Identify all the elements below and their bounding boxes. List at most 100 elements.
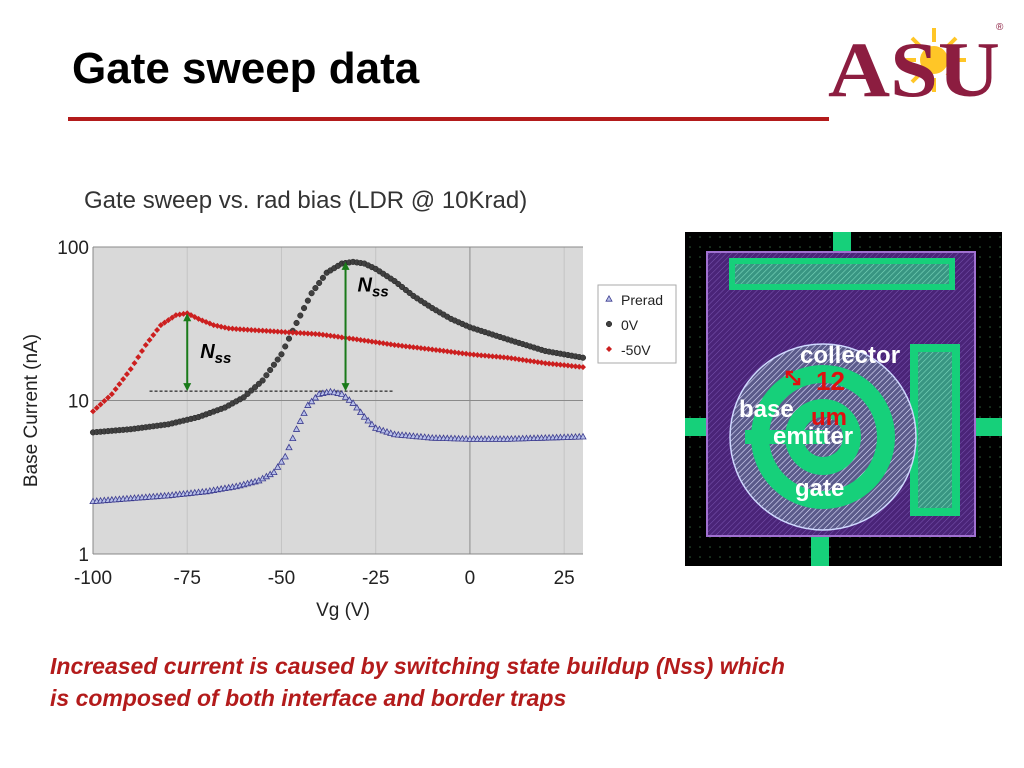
- data-point: [304, 330, 311, 337]
- data-point: [433, 346, 439, 353]
- data-point: [296, 417, 304, 424]
- data-point: [485, 353, 492, 360]
- data-point: [97, 401, 104, 408]
- data-point: [395, 342, 402, 349]
- device-layout-figure: 12 um collector base emitter gate: [685, 232, 1002, 566]
- dimension-arrow-icon: [785, 370, 801, 386]
- data-point: [311, 393, 320, 401]
- data-point: [244, 326, 251, 333]
- data-point: [399, 342, 406, 349]
- data-point: [180, 310, 187, 317]
- data-point: [225, 325, 232, 332]
- data-point: [440, 347, 447, 354]
- data-point: [263, 372, 270, 379]
- data-point: [429, 346, 436, 353]
- data-point: [380, 340, 387, 347]
- data-point: [534, 359, 541, 366]
- data-point: [357, 336, 364, 343]
- slide-title: Gate sweep data: [72, 44, 420, 93]
- data-point: [255, 380, 262, 387]
- data-point: [319, 274, 326, 281]
- data-point: [410, 344, 417, 351]
- logo-sunburst-icon: [902, 28, 966, 92]
- data-point: [470, 351, 477, 358]
- data-point: [301, 305, 308, 312]
- data-point: [489, 353, 496, 360]
- data-point: [282, 329, 289, 336]
- legend-marker: [605, 294, 613, 302]
- nss-label-subscript: ss: [372, 284, 389, 301]
- data-point: [282, 343, 289, 350]
- data-point: [90, 408, 96, 415]
- chip-label-collector: collector: [800, 342, 900, 369]
- chip-label-gate: gate: [795, 475, 844, 502]
- slide-caption: Increased current is caused by switching…: [50, 650, 980, 714]
- data-point: [364, 416, 372, 424]
- data-point: [172, 312, 179, 319]
- data-point: [579, 354, 587, 361]
- data-point: [542, 360, 549, 367]
- data-point: [319, 331, 326, 338]
- data-point: [375, 425, 384, 433]
- nss-label-main: N: [200, 341, 215, 363]
- data-point: [274, 356, 281, 363]
- data-point: [338, 390, 346, 397]
- data-point: [229, 325, 236, 332]
- data-point: [240, 326, 247, 333]
- data-point: [330, 388, 338, 396]
- nss-label-subscript: ss: [215, 350, 232, 367]
- data-point: [123, 371, 130, 378]
- data-point: [466, 351, 473, 358]
- data-point: [451, 349, 458, 356]
- chip-label-dimension-value: 12: [816, 366, 845, 396]
- data-point: [308, 290, 315, 297]
- data-point: [527, 358, 534, 365]
- data-point: [285, 443, 293, 451]
- data-point: [286, 329, 292, 336]
- chart-container: Gate sweep vs. rad bias (LDR @ 10Krad) -1…: [0, 160, 700, 630]
- data-point: [387, 429, 395, 436]
- data-point: [353, 403, 361, 411]
- data-point: [316, 279, 323, 287]
- data-point: [285, 335, 293, 342]
- y-tick-label: 10: [68, 392, 89, 413]
- series-prerad: [89, 387, 587, 505]
- data-point: [350, 335, 357, 342]
- gate-sweep-chart: Gate sweep vs. rad bias (LDR @ 10Krad) -1…: [21, 187, 677, 621]
- data-point: [417, 345, 424, 352]
- data-point: [572, 363, 579, 370]
- data-point: [157, 322, 164, 329]
- legend-label: -50V: [621, 342, 651, 358]
- data-point: [326, 387, 335, 395]
- data-point: [349, 399, 357, 406]
- data-point: [142, 341, 149, 348]
- data-point: [387, 341, 394, 348]
- data-point: [334, 389, 342, 396]
- data-point: [391, 341, 398, 348]
- data-point: [150, 332, 157, 339]
- data-point: [263, 327, 270, 334]
- data-point: [531, 358, 537, 365]
- data-point: [237, 326, 243, 333]
- data-point: [188, 312, 194, 319]
- data-point: [278, 351, 285, 358]
- nss-arrow-head-up: [341, 261, 350, 270]
- data-point: [444, 348, 451, 355]
- data-point: [292, 425, 301, 432]
- data-point: [169, 314, 176, 321]
- data-point: [304, 297, 311, 304]
- data-point: [463, 350, 470, 357]
- data-point: [139, 348, 145, 355]
- data-point: [281, 452, 289, 460]
- chip-label-dimension-unit: um: [811, 404, 847, 431]
- data-point: [523, 357, 530, 364]
- data-point: [307, 397, 316, 405]
- data-point: [425, 346, 432, 353]
- data-point: [252, 327, 259, 334]
- data-point: [576, 363, 583, 370]
- data-point: [161, 319, 168, 326]
- data-point: [368, 420, 376, 428]
- data-point: [519, 356, 526, 363]
- asu-logo: ASU ®: [828, 22, 1004, 102]
- data-point: [297, 312, 304, 319]
